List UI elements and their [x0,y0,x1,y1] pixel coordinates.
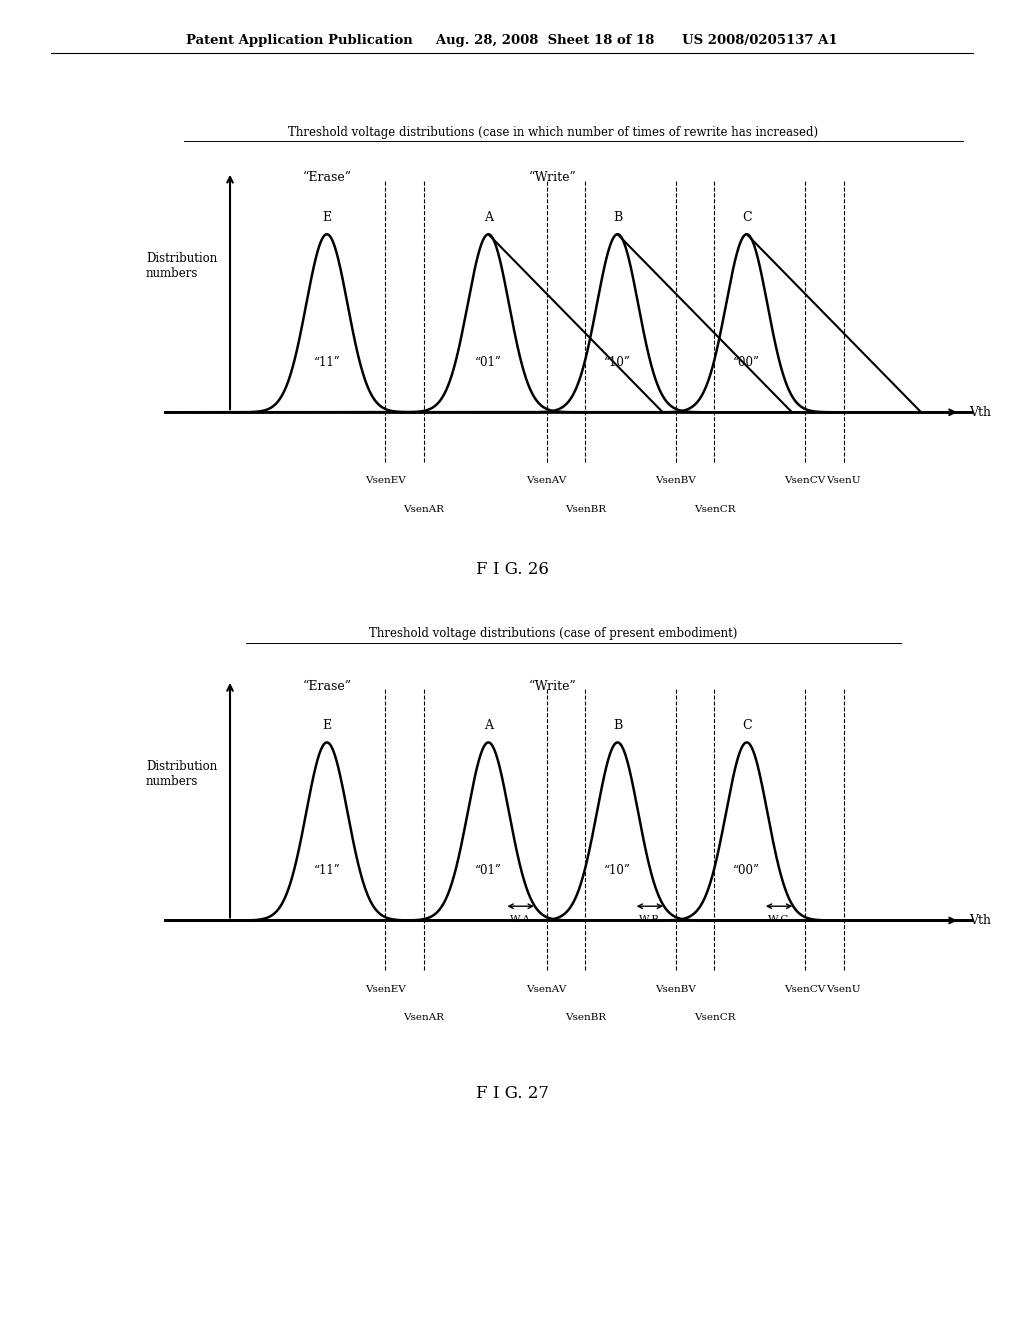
Text: Threshold voltage distributions (case of present embodiment): Threshold voltage distributions (case of… [369,627,737,640]
Text: A: A [484,719,493,731]
Text: VsenCV: VsenCV [784,477,825,486]
Text: VsenCR: VsenCR [693,504,735,513]
Text: B: B [613,719,623,731]
Text: Vth: Vth [970,913,991,927]
Text: Distribution
numbers: Distribution numbers [146,252,217,280]
Text: “00”: “00” [733,865,760,876]
Text: W-B: W-B [639,915,660,924]
Text: VsenBV: VsenBV [655,477,696,486]
Text: Patent Application Publication     Aug. 28, 2008  Sheet 18 of 18      US 2008/02: Patent Application Publication Aug. 28, … [186,34,838,48]
Text: C: C [742,719,752,731]
Text: Vth: Vth [970,405,991,418]
Text: F I G. 26: F I G. 26 [475,561,549,578]
Text: VsenBR: VsenBR [564,1012,606,1022]
Text: VsenU: VsenU [826,477,861,486]
Text: VsenCR: VsenCR [693,1012,735,1022]
Text: VsenEV: VsenEV [365,985,406,994]
Text: “10”: “10” [604,356,631,368]
Text: W-C: W-C [768,915,790,924]
Text: E: E [323,719,332,731]
Text: E: E [323,211,332,223]
Text: VsenAV: VsenAV [526,985,566,994]
Text: Distribution
numbers: Distribution numbers [146,760,217,788]
Text: B: B [613,211,623,223]
Text: F I G. 27: F I G. 27 [475,1085,549,1102]
Text: VsenEV: VsenEV [365,477,406,486]
Text: W-A: W-A [510,915,531,924]
Text: VsenU: VsenU [826,985,861,994]
Text: “10”: “10” [604,865,631,876]
Text: “00”: “00” [733,356,760,368]
Text: “Write”: “Write” [529,680,577,693]
Text: “Erase”: “Erase” [302,680,351,693]
Text: Threshold voltage distributions (case in which number of times of rewrite has in: Threshold voltage distributions (case in… [288,125,818,139]
Text: “11”: “11” [313,356,340,368]
Text: “Write”: “Write” [529,172,577,185]
Text: VsenBR: VsenBR [564,504,606,513]
Text: VsenAR: VsenAR [403,504,444,513]
Text: “11”: “11” [313,865,340,876]
Text: VsenAV: VsenAV [526,477,566,486]
Text: VsenAR: VsenAR [403,1012,444,1022]
Text: “01”: “01” [475,865,502,876]
Text: C: C [742,211,752,223]
Text: A: A [484,211,493,223]
Text: VsenCV: VsenCV [784,985,825,994]
Text: “Erase”: “Erase” [302,172,351,185]
Text: “01”: “01” [475,356,502,368]
Text: VsenBV: VsenBV [655,985,696,994]
